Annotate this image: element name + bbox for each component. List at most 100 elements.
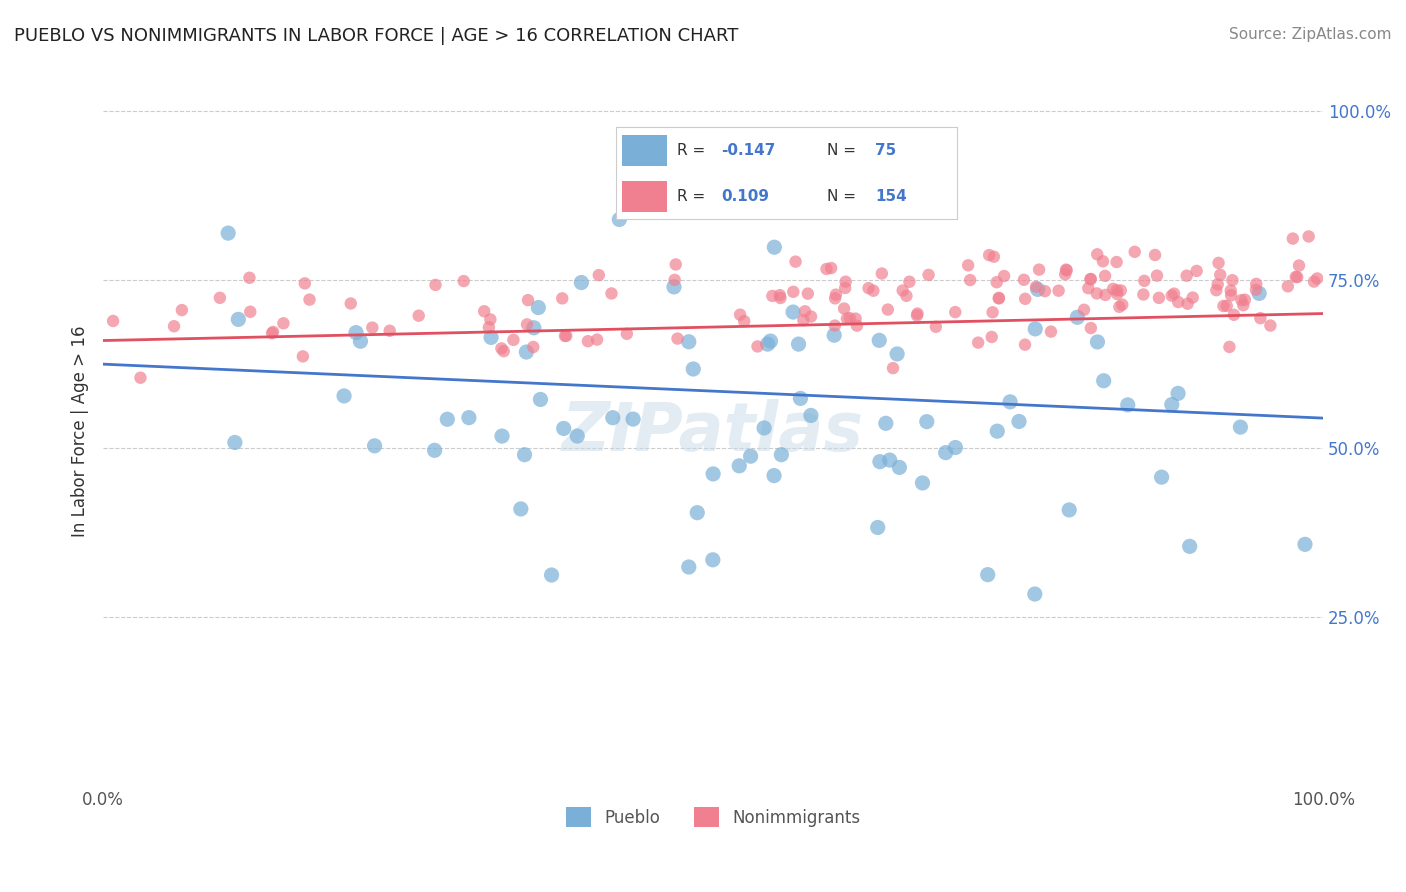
Point bbox=[993, 268, 1015, 283]
Point bbox=[1107, 287, 1129, 301]
Point bbox=[1054, 262, 1077, 277]
Point bbox=[1146, 268, 1168, 283]
Point bbox=[1012, 273, 1035, 287]
Point bbox=[1206, 277, 1229, 292]
Point bbox=[761, 289, 783, 303]
Point bbox=[457, 410, 479, 425]
Point bbox=[875, 417, 897, 431]
Point bbox=[129, 370, 152, 384]
Point bbox=[378, 324, 401, 338]
Point bbox=[1033, 284, 1056, 298]
Point bbox=[1087, 334, 1109, 349]
Point bbox=[1249, 311, 1271, 326]
Point bbox=[1080, 272, 1102, 286]
Point bbox=[239, 305, 262, 319]
Point bbox=[763, 468, 786, 483]
Point bbox=[1111, 298, 1133, 312]
Point bbox=[1212, 299, 1234, 313]
Point bbox=[824, 291, 846, 305]
Point bbox=[987, 291, 1010, 305]
Point bbox=[298, 293, 321, 307]
Point bbox=[588, 268, 610, 282]
Point bbox=[980, 330, 1002, 344]
Point bbox=[217, 226, 239, 240]
Point bbox=[787, 337, 810, 351]
Point bbox=[1260, 318, 1282, 333]
Point bbox=[957, 258, 980, 272]
Point bbox=[824, 318, 846, 333]
Point bbox=[1102, 282, 1125, 296]
Point bbox=[782, 305, 804, 319]
Point bbox=[1216, 299, 1239, 313]
Point bbox=[1092, 374, 1115, 388]
Point bbox=[1282, 231, 1305, 245]
Point bbox=[1026, 282, 1049, 296]
Point bbox=[1094, 268, 1116, 283]
Point bbox=[1220, 288, 1243, 302]
Point bbox=[1277, 279, 1299, 293]
Legend: Pueblo, Nonimmigrants: Pueblo, Nonimmigrants bbox=[560, 800, 868, 834]
Point bbox=[529, 392, 551, 407]
Point bbox=[262, 325, 284, 339]
Point bbox=[339, 296, 361, 310]
Point bbox=[943, 305, 966, 319]
Point bbox=[1057, 503, 1080, 517]
Point bbox=[436, 412, 458, 426]
Point bbox=[1080, 272, 1102, 286]
Point bbox=[1160, 398, 1182, 412]
Point bbox=[834, 275, 856, 289]
Point bbox=[291, 350, 314, 364]
Point bbox=[1108, 300, 1130, 314]
Point bbox=[886, 347, 908, 361]
Point bbox=[733, 314, 755, 328]
Point bbox=[800, 310, 823, 324]
Point bbox=[879, 453, 901, 467]
Point bbox=[363, 439, 385, 453]
Point bbox=[1160, 288, 1182, 302]
Point bbox=[423, 443, 446, 458]
Point bbox=[983, 250, 1005, 264]
Point bbox=[1163, 286, 1185, 301]
Point bbox=[915, 415, 938, 429]
Point bbox=[479, 312, 502, 326]
Point bbox=[516, 318, 538, 332]
Point bbox=[101, 314, 124, 328]
Point bbox=[1205, 283, 1227, 297]
Point bbox=[769, 291, 792, 305]
Point bbox=[1024, 322, 1046, 336]
Text: ZIPatlas: ZIPatlas bbox=[562, 399, 865, 465]
Point bbox=[517, 293, 540, 307]
Point bbox=[747, 339, 769, 353]
Point bbox=[527, 301, 550, 315]
Point bbox=[260, 326, 283, 341]
Point bbox=[1303, 275, 1326, 289]
Point bbox=[515, 345, 537, 359]
Point bbox=[1109, 284, 1132, 298]
Point bbox=[1150, 470, 1173, 484]
Point bbox=[666, 332, 689, 346]
Point bbox=[891, 284, 914, 298]
Point bbox=[333, 389, 356, 403]
Point bbox=[925, 319, 948, 334]
Point bbox=[794, 304, 817, 318]
Point bbox=[987, 292, 1010, 306]
Point bbox=[835, 311, 858, 326]
Point bbox=[408, 309, 430, 323]
Point bbox=[170, 303, 193, 318]
Point bbox=[789, 392, 811, 406]
Point bbox=[1285, 269, 1308, 284]
Point bbox=[1028, 262, 1050, 277]
Point bbox=[979, 248, 1001, 262]
Point bbox=[935, 445, 957, 459]
Point bbox=[567, 429, 589, 443]
Point bbox=[349, 334, 371, 349]
Point bbox=[522, 340, 544, 354]
Point bbox=[1073, 302, 1095, 317]
Point bbox=[509, 502, 531, 516]
Point bbox=[1123, 244, 1146, 259]
Point bbox=[845, 318, 868, 333]
Point bbox=[1047, 284, 1070, 298]
Point bbox=[1132, 287, 1154, 301]
Point bbox=[1223, 308, 1246, 322]
Point bbox=[728, 308, 751, 322]
